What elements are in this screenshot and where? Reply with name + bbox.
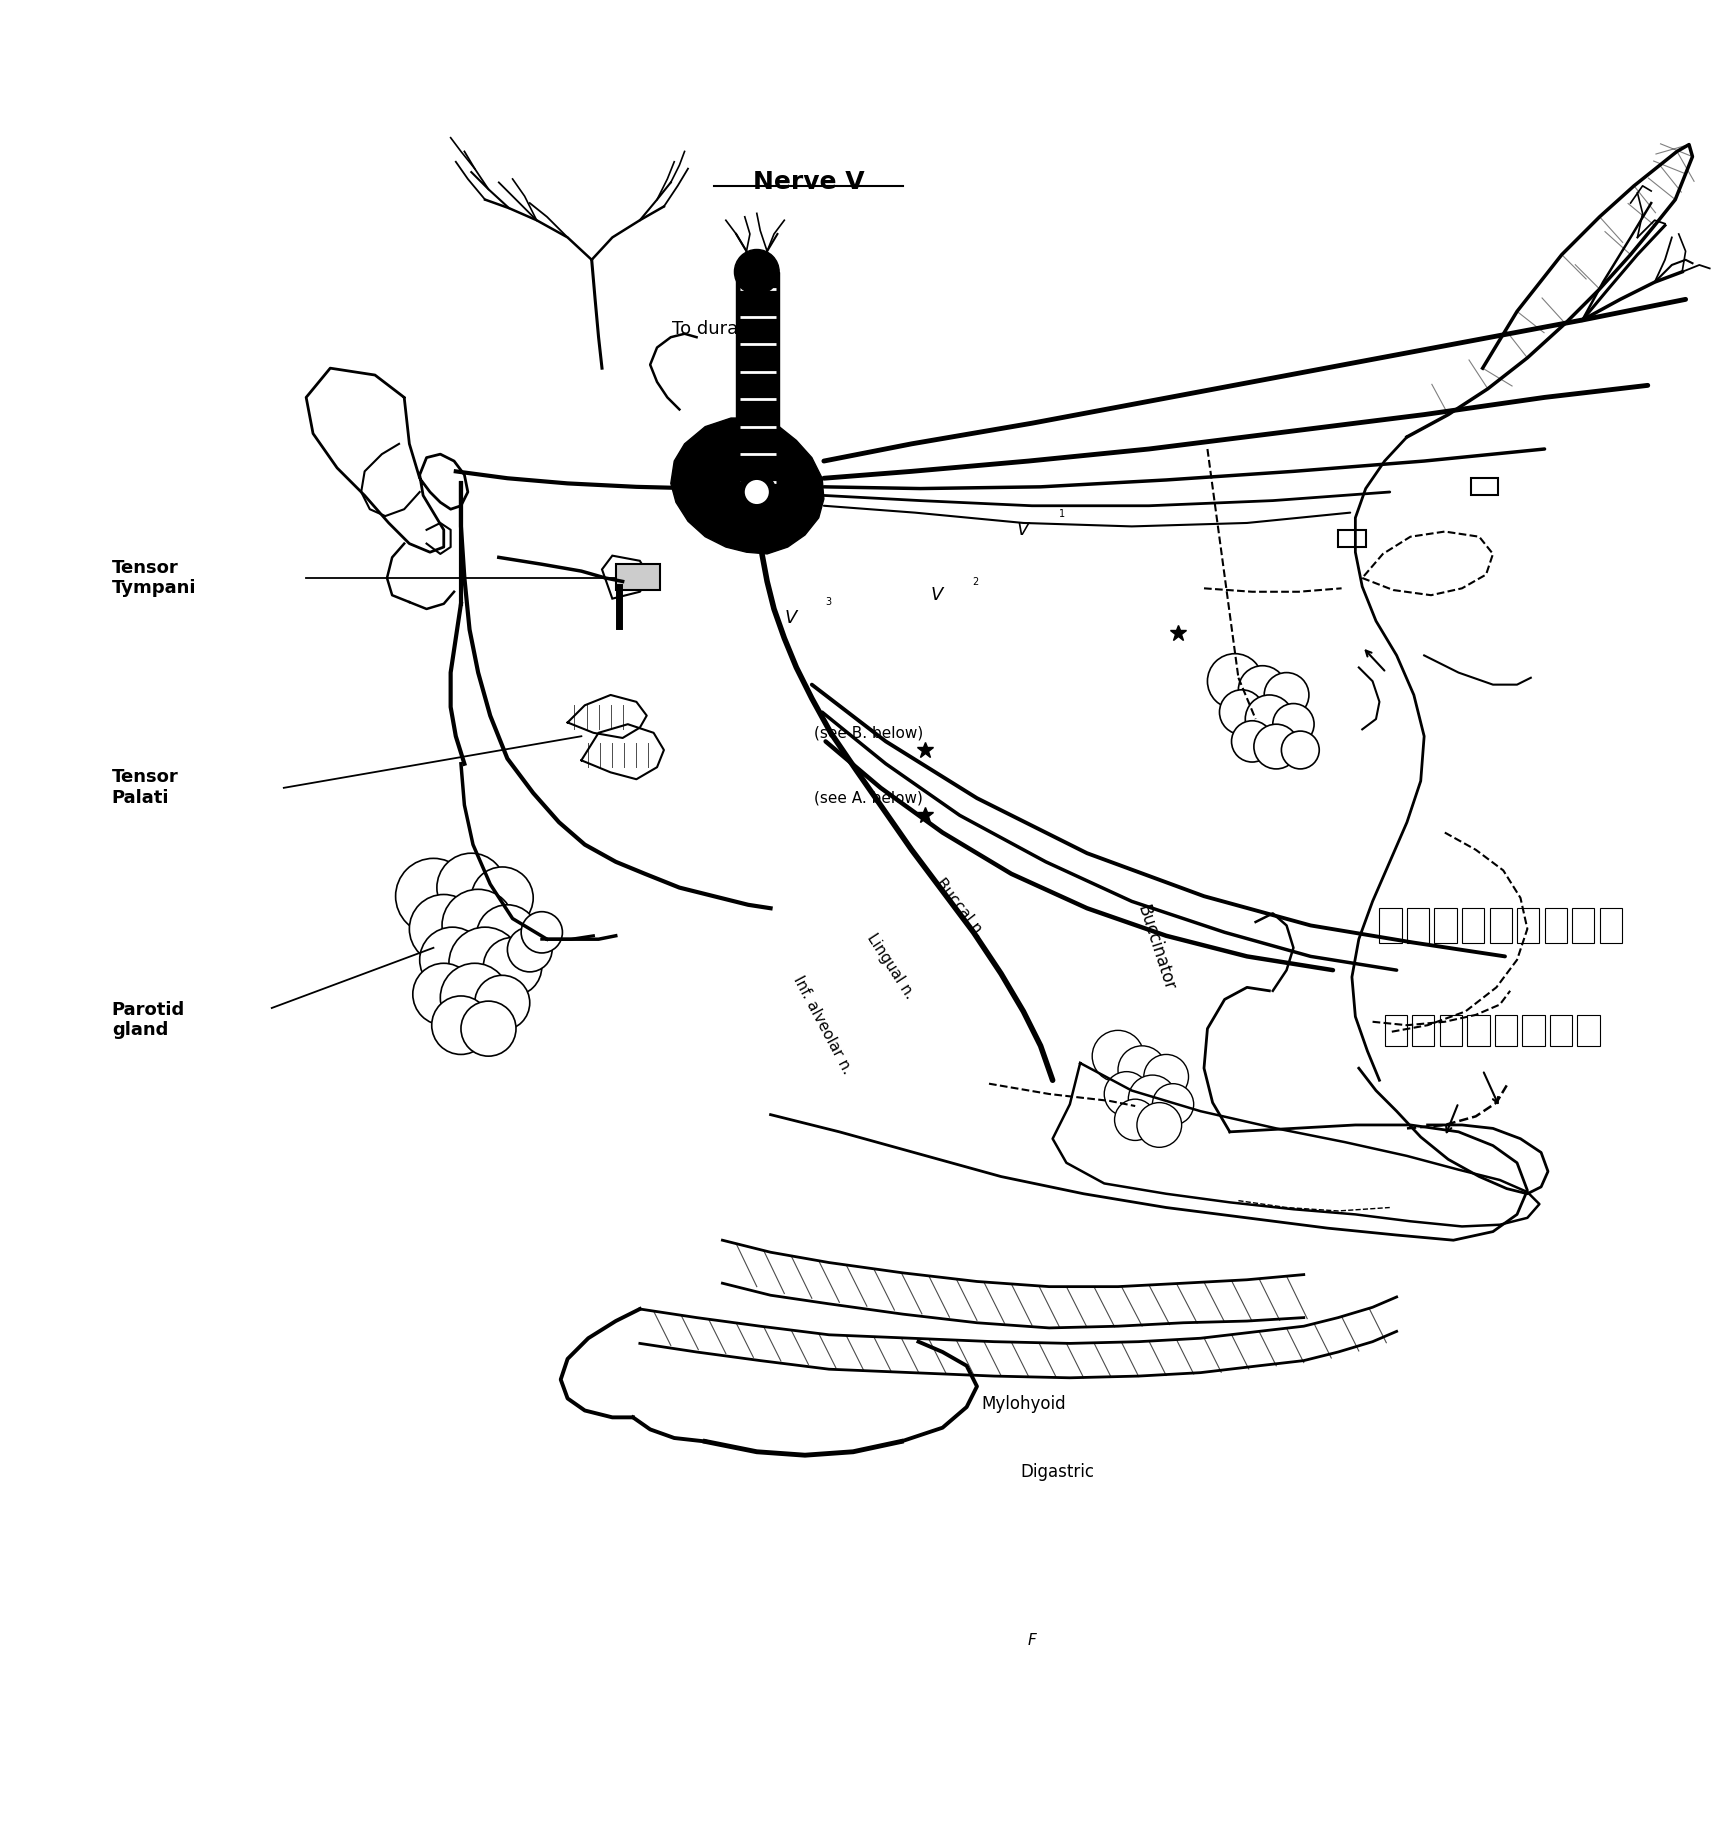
Bar: [1550, 1014, 1572, 1046]
Circle shape: [1118, 1046, 1166, 1093]
Circle shape: [521, 911, 562, 953]
Circle shape: [507, 928, 552, 972]
Text: Tensor
Tympani: Tensor Tympani: [112, 559, 196, 597]
Circle shape: [483, 937, 542, 996]
Circle shape: [734, 249, 779, 295]
Bar: [1495, 1014, 1517, 1046]
Bar: [1338, 529, 1366, 548]
Text: (see A. below): (see A. below): [814, 791, 924, 806]
Circle shape: [396, 857, 471, 935]
Circle shape: [1281, 730, 1319, 769]
Text: $V$: $V$: [931, 586, 944, 605]
Circle shape: [413, 963, 475, 1025]
Text: $V$: $V$: [784, 609, 798, 627]
Bar: [1440, 1014, 1462, 1046]
Text: Parotid
gland: Parotid gland: [112, 1001, 186, 1040]
Bar: [1517, 909, 1539, 942]
Circle shape: [1254, 725, 1299, 769]
Text: Digastric: Digastric: [1020, 1464, 1096, 1481]
Bar: [1467, 1014, 1490, 1046]
Bar: [1412, 1014, 1434, 1046]
Circle shape: [432, 996, 490, 1055]
Text: $V$: $V$: [1017, 520, 1030, 538]
Circle shape: [1245, 695, 1293, 743]
Circle shape: [449, 928, 521, 999]
Circle shape: [1219, 690, 1264, 734]
Bar: [1545, 909, 1567, 942]
Bar: [736, 271, 779, 496]
Circle shape: [1115, 1099, 1156, 1140]
Bar: [1379, 909, 1402, 942]
Polygon shape: [602, 555, 650, 599]
Circle shape: [738, 474, 776, 511]
Bar: [1600, 909, 1622, 942]
Text: To dura: To dura: [673, 319, 738, 337]
Circle shape: [1207, 653, 1262, 708]
Bar: [1462, 909, 1484, 942]
Text: Buccal n.: Buccal n.: [932, 876, 987, 940]
Bar: [616, 564, 660, 590]
Polygon shape: [671, 419, 824, 553]
Text: $^3$: $^3$: [826, 597, 832, 610]
Circle shape: [409, 894, 478, 963]
Bar: [1577, 1014, 1600, 1046]
Circle shape: [1152, 1084, 1194, 1125]
Circle shape: [475, 975, 530, 1031]
Circle shape: [1273, 704, 1314, 745]
Text: Mylohyoid: Mylohyoid: [980, 1394, 1066, 1413]
Text: F: F: [1027, 1634, 1037, 1649]
Text: $^1$: $^1$: [1058, 509, 1065, 524]
Circle shape: [442, 889, 514, 961]
Circle shape: [1137, 1103, 1182, 1147]
Circle shape: [1232, 721, 1273, 762]
Circle shape: [1144, 1055, 1189, 1099]
Bar: [1490, 909, 1512, 942]
Bar: [1522, 1014, 1545, 1046]
Circle shape: [461, 1001, 516, 1057]
Text: Nerve V: Nerve V: [753, 170, 863, 194]
Text: Lingual n.: Lingual n.: [865, 931, 917, 1001]
Circle shape: [420, 928, 485, 992]
Circle shape: [745, 479, 769, 503]
Circle shape: [1238, 666, 1287, 714]
Bar: [1572, 909, 1594, 942]
Circle shape: [1128, 1075, 1176, 1123]
Bar: [1385, 1014, 1407, 1046]
Circle shape: [1264, 673, 1309, 717]
Bar: [1407, 909, 1429, 942]
Text: Tensor
Palati: Tensor Palati: [112, 769, 179, 808]
Text: (see B. below): (see B. below): [814, 725, 924, 739]
Text: Inf. alveolar n.: Inf. alveolar n.: [789, 974, 855, 1077]
Circle shape: [476, 905, 538, 966]
Circle shape: [437, 854, 506, 922]
Circle shape: [1104, 1071, 1149, 1116]
Text: Buccinator: Buccinator: [1133, 904, 1178, 992]
Text: $^2$: $^2$: [972, 575, 979, 590]
Bar: [1434, 909, 1457, 942]
Circle shape: [471, 867, 533, 929]
Circle shape: [1092, 1031, 1144, 1082]
Bar: [1471, 478, 1498, 496]
Circle shape: [440, 963, 509, 1033]
